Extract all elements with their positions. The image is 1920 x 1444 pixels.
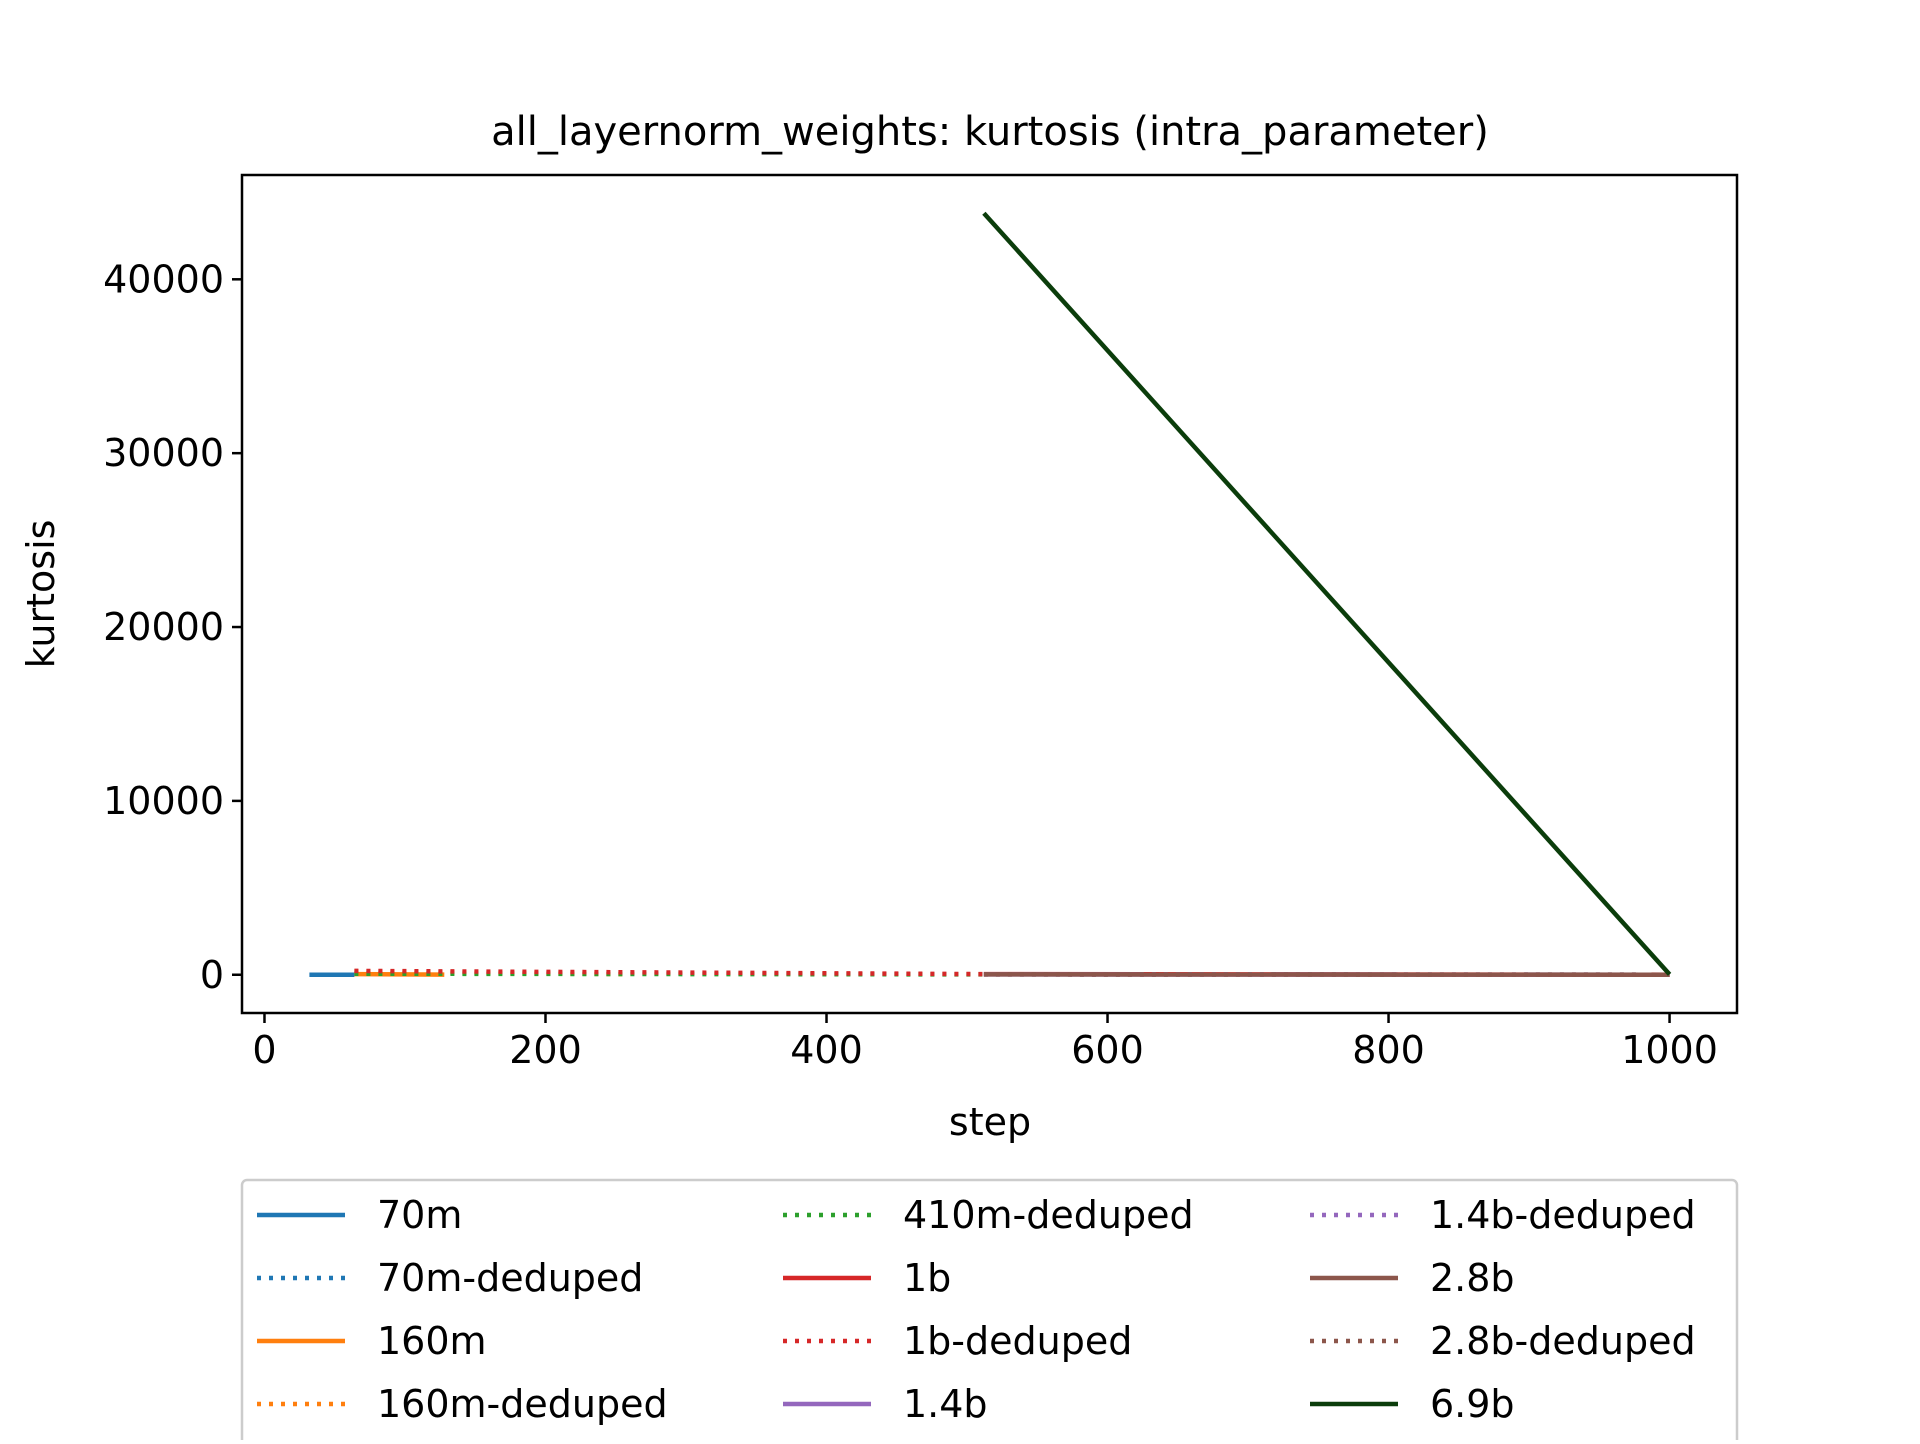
chart-title: all_layernorm_weights: kurtosis (intra_p… xyxy=(491,109,1489,155)
legend-label-70m: 70m xyxy=(377,1193,462,1237)
x-axis-label: step xyxy=(949,1100,1031,1144)
legend-label-2-8b-deduped: 2.8b-deduped xyxy=(1430,1319,1696,1363)
y-tick-label: 40000 xyxy=(103,257,224,301)
legend-label-1-4b: 1.4b xyxy=(903,1382,988,1426)
legend-label-160m: 160m xyxy=(377,1319,487,1363)
x-tick-label: 800 xyxy=(1352,1028,1425,1072)
y-tick-label: 10000 xyxy=(103,779,224,823)
y-tick-label: 30000 xyxy=(103,431,224,475)
legend-label-70m-deduped: 70m-deduped xyxy=(377,1256,643,1300)
legend-label-2-8b: 2.8b xyxy=(1430,1256,1515,1300)
x-tick-label: 600 xyxy=(1071,1028,1144,1072)
x-tick-label: 0 xyxy=(252,1028,276,1072)
legend-label-1-4b-deduped: 1.4b-deduped xyxy=(1430,1193,1696,1237)
legend: 70m 70m-deduped 160m 160m-deduped 410m-dedup… xyxy=(242,1180,1737,1440)
legend-label-160m-deduped: 160m-deduped xyxy=(377,1382,668,1426)
y-tick-label: 20000 xyxy=(103,605,224,649)
legend-label-1b: 1b xyxy=(903,1256,951,1300)
legend-label-6-9b: 6.9b xyxy=(1430,1382,1515,1426)
y-axis-label: kurtosis xyxy=(19,520,63,669)
y-tick-label: 0 xyxy=(200,953,224,997)
legend-label-410m-deduped: 410m-deduped xyxy=(903,1193,1194,1237)
x-tick-label: 200 xyxy=(509,1028,582,1072)
x-tick-label: 1000 xyxy=(1621,1028,1718,1072)
legend-label-1b-deduped: 1b-deduped xyxy=(903,1319,1132,1363)
x-tick-label: 400 xyxy=(790,1028,863,1072)
